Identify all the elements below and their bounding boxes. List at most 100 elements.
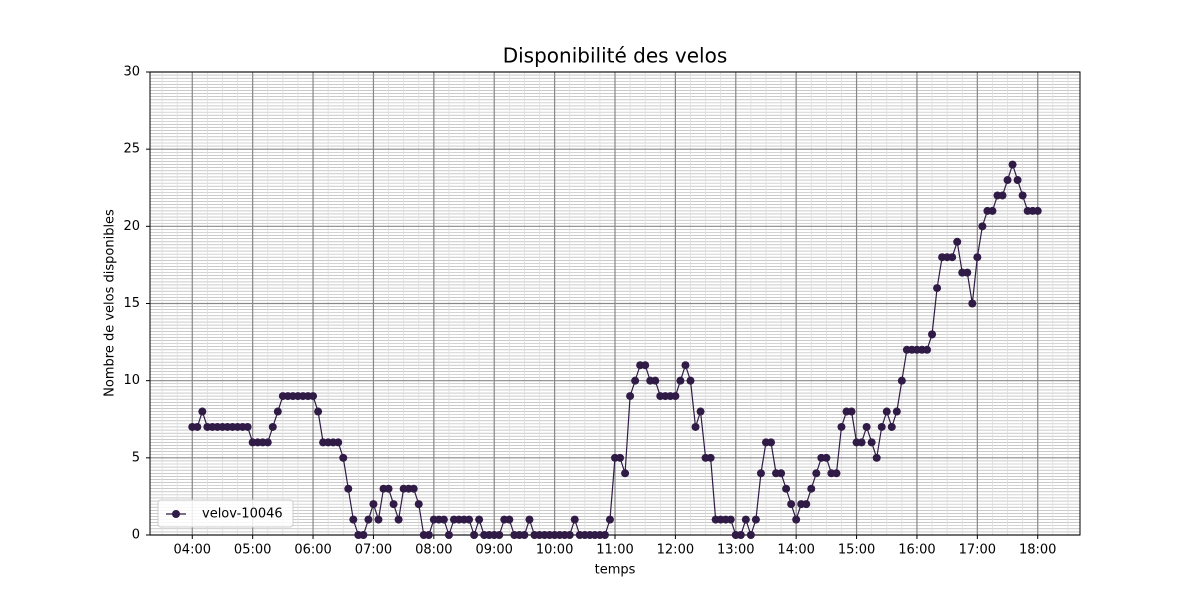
data-point xyxy=(746,531,755,539)
data-point xyxy=(475,515,484,524)
data-point xyxy=(988,206,997,215)
x-tick-label: 13:00 xyxy=(717,543,754,558)
data-point xyxy=(424,531,433,539)
data-point xyxy=(1018,191,1027,200)
data-point xyxy=(369,500,378,509)
y-tick-label: 20 xyxy=(123,219,140,234)
x-tick-label: 18:00 xyxy=(1019,543,1056,558)
x-tick-label: 11:00 xyxy=(596,543,633,558)
data-point xyxy=(465,515,474,524)
data-point xyxy=(686,376,695,385)
data-point xyxy=(812,469,821,478)
data-point xyxy=(263,438,272,447)
data-point xyxy=(641,361,650,370)
data-point xyxy=(349,515,358,524)
y-tick-label: 15 xyxy=(123,296,140,311)
data-point xyxy=(344,484,353,493)
x-tick-label: 07:00 xyxy=(355,543,392,558)
data-point xyxy=(923,345,932,354)
data-point xyxy=(807,484,816,493)
data-point xyxy=(414,500,423,509)
data-point xyxy=(470,531,479,539)
data-point xyxy=(268,422,277,431)
x-tick-label: 14:00 xyxy=(777,543,814,558)
data-point xyxy=(877,422,886,431)
chart-title: Disponibilité des velos xyxy=(503,44,728,68)
data-point xyxy=(364,515,373,524)
x-tick-label: 06:00 xyxy=(294,543,331,558)
data-point xyxy=(1003,176,1012,185)
data-point xyxy=(389,500,398,509)
data-point xyxy=(872,453,881,462)
data-point xyxy=(384,484,393,493)
data-point xyxy=(621,469,630,478)
data-point xyxy=(887,422,896,431)
data-point xyxy=(495,531,504,539)
data-point xyxy=(570,515,579,524)
data-point xyxy=(565,531,574,539)
x-tick-label: 15:00 xyxy=(838,543,875,558)
y-tick-label: 25 xyxy=(123,142,140,157)
data-point xyxy=(953,237,962,246)
data-point xyxy=(973,253,982,262)
data-point xyxy=(671,392,680,401)
data-point xyxy=(626,392,635,401)
data-point xyxy=(862,422,871,431)
data-point xyxy=(1033,206,1042,215)
data-point xyxy=(309,392,318,401)
data-point xyxy=(681,361,690,370)
data-point xyxy=(837,422,846,431)
y-tick-label: 5 xyxy=(132,450,140,465)
data-point xyxy=(334,438,343,447)
data-point xyxy=(696,407,705,416)
data-point xyxy=(998,191,1007,200)
legend-box xyxy=(157,499,294,528)
data-point xyxy=(631,376,640,385)
data-point xyxy=(359,531,368,539)
legend: velov-10046 xyxy=(157,499,294,528)
data-point xyxy=(963,268,972,277)
data-point xyxy=(439,515,448,524)
x-tick-label: 12:00 xyxy=(657,543,694,558)
data-point xyxy=(600,531,609,539)
legend-marker xyxy=(172,510,180,518)
data-point xyxy=(691,422,700,431)
data-point xyxy=(928,330,937,339)
x-axis-label: temps xyxy=(595,563,636,578)
data-point xyxy=(847,407,856,416)
x-tick-label: 08:00 xyxy=(415,543,452,558)
data-point xyxy=(394,515,403,524)
data-point xyxy=(339,453,348,462)
data-point xyxy=(193,422,202,431)
data-point xyxy=(822,453,831,462)
x-tick-label: 10:00 xyxy=(536,543,573,558)
x-tick-label: 09:00 xyxy=(475,543,512,558)
data-point xyxy=(1008,160,1017,169)
y-tick-label: 30 xyxy=(123,65,140,80)
data-point xyxy=(767,438,776,447)
plot-frame xyxy=(149,71,1081,536)
data-point xyxy=(882,407,891,416)
data-point xyxy=(948,253,957,262)
data-point xyxy=(978,222,987,231)
data-point xyxy=(867,438,876,447)
data-point xyxy=(525,515,534,524)
y-tick-label: 0 xyxy=(132,528,140,543)
legend-label: velov-10046 xyxy=(202,507,283,522)
x-tick-label: 05:00 xyxy=(234,543,271,558)
data-point xyxy=(409,484,418,493)
data-point xyxy=(968,299,977,308)
data-point xyxy=(616,453,625,462)
data-point xyxy=(1013,176,1022,185)
x-tick-label: 04:00 xyxy=(174,543,211,558)
data-point xyxy=(736,531,745,539)
data-point xyxy=(706,453,715,462)
data-point xyxy=(520,531,529,539)
data-point xyxy=(802,500,811,509)
data-point xyxy=(676,376,685,385)
data-point xyxy=(505,515,514,524)
data-point xyxy=(787,500,796,509)
data-point xyxy=(444,531,453,539)
data-point xyxy=(243,422,252,431)
